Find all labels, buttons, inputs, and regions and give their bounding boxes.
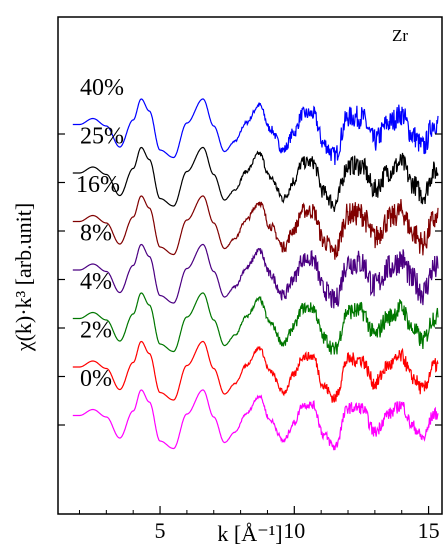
- series-label-16pct: 16%: [76, 172, 120, 198]
- series-label-0pct: 0%: [80, 366, 112, 392]
- x-tick-label-5: 5: [155, 518, 166, 543]
- series-line-25pct: [72, 146, 439, 212]
- y-axis-label: χ(k)·k³ [arb.unit]: [11, 203, 36, 352]
- series-label-8pct: 8%: [80, 221, 112, 247]
- series-label-4pct: 4%: [80, 269, 112, 295]
- series-label-layer: 40% 25% 16% 8% 4% 2% 0%: [76, 75, 124, 392]
- series-line-8pct: [72, 243, 439, 309]
- series-label-40pct: 40%: [80, 75, 124, 101]
- zr-annotation: Zr: [392, 26, 408, 45]
- series-line-16pct: [72, 195, 439, 260]
- x-tick-label-10: 10: [283, 518, 305, 543]
- tick-layer: 5 10 15: [58, 133, 442, 543]
- x-axis-label: k [Å⁻¹]: [217, 521, 282, 546]
- series-line-0pct: [72, 389, 439, 451]
- series-layer: [72, 98, 439, 451]
- series-line-4pct: [72, 292, 439, 355]
- series-line-2pct: [72, 340, 439, 403]
- series-line-40pct: [72, 98, 439, 166]
- x-tick-label-15: 15: [418, 518, 440, 543]
- plot-frame: [57, 16, 443, 515]
- series-label-25pct: 25%: [80, 124, 124, 150]
- series-label-2pct: 2%: [80, 318, 112, 344]
